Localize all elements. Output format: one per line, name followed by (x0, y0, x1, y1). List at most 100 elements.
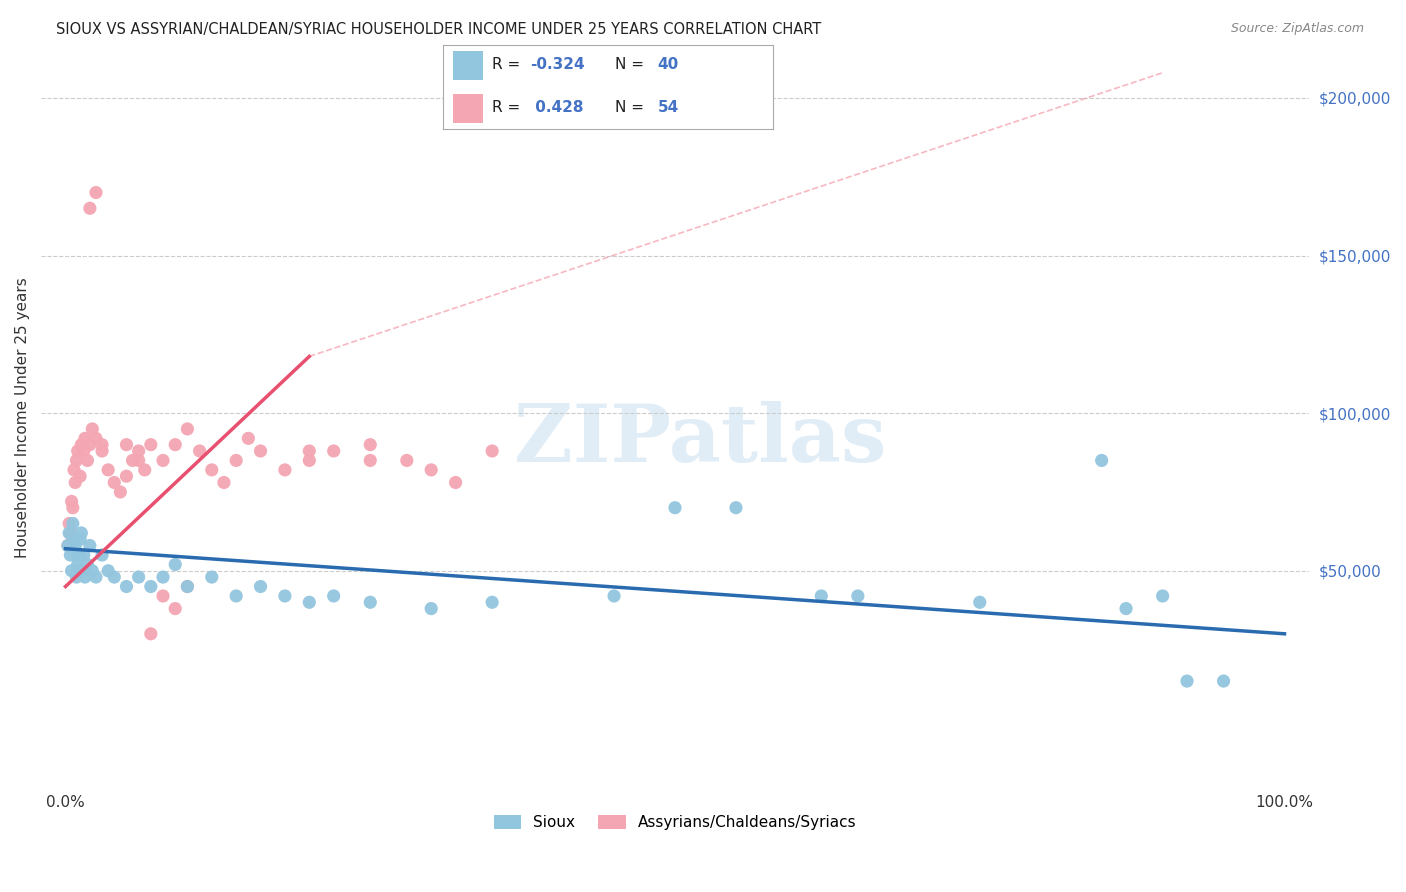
Text: ZIPatlas: ZIPatlas (515, 401, 887, 479)
Point (121, 453, 143, 467)
Point (322, 444, 344, 458)
Text: R =: R = (492, 57, 526, 72)
Point (91, 438, 114, 452)
Point (969, 595, 991, 609)
Point (165, 438, 187, 452)
Y-axis label: Householder Income Under 25 years: Householder Income Under 25 years (15, 277, 30, 558)
Point (79, 539, 101, 553)
Point (201, 570, 224, 584)
Text: N =: N = (614, 57, 648, 72)
Point (810, 589, 832, 603)
Text: 54: 54 (658, 100, 679, 115)
Point (165, 558, 187, 572)
Point (62, 500, 84, 515)
Point (65, 475, 87, 490)
Point (1091, 453, 1114, 467)
Point (79, 438, 101, 452)
Point (115, 438, 138, 452)
Point (103, 570, 125, 584)
Point (176, 580, 198, 594)
Point (165, 601, 187, 615)
Point (76, 453, 98, 467)
Point (152, 453, 174, 467)
Point (84, 570, 107, 584)
Text: 0.428: 0.428 (530, 100, 583, 115)
Point (59, 548, 82, 562)
Point (1212, 674, 1234, 689)
Point (66, 558, 89, 572)
Point (139, 580, 162, 594)
Point (238, 431, 260, 445)
Point (1175, 674, 1198, 689)
Point (63, 533, 86, 547)
Point (128, 453, 150, 467)
Point (395, 453, 418, 467)
Point (66, 444, 89, 458)
Point (59, 525, 82, 540)
Point (274, 589, 297, 603)
Point (846, 589, 869, 603)
Point (724, 500, 747, 515)
Point (62, 516, 84, 531)
Point (97, 463, 120, 477)
Point (298, 595, 321, 609)
Point (322, 589, 344, 603)
Point (73, 548, 96, 562)
Point (73, 431, 96, 445)
Point (139, 627, 162, 641)
Point (70, 438, 93, 452)
Point (1152, 589, 1174, 603)
Text: Source: ZipAtlas.com: Source: ZipAtlas.com (1230, 22, 1364, 36)
Point (128, 570, 150, 584)
Point (65, 539, 87, 553)
Point (79, 201, 101, 215)
Point (420, 601, 443, 615)
Point (69, 469, 91, 483)
Point (73, 570, 96, 584)
Point (60, 564, 83, 578)
Point (73, 444, 96, 458)
Point (298, 444, 321, 458)
Text: 40: 40 (658, 57, 679, 72)
Point (225, 453, 247, 467)
Point (359, 453, 381, 467)
Point (65, 453, 87, 467)
Point (91, 444, 114, 458)
Point (134, 463, 156, 477)
Point (420, 463, 443, 477)
Point (91, 548, 114, 562)
Text: SIOUX VS ASSYRIAN/CHALDEAN/SYRIAC HOUSEHOLDER INCOME UNDER 25 YEARS CORRELATION : SIOUX VS ASSYRIAN/CHALDEAN/SYRIAC HOUSEH… (56, 22, 821, 37)
Point (103, 475, 125, 490)
Point (139, 438, 162, 452)
Point (82, 422, 104, 436)
Point (56, 539, 79, 553)
Point (97, 564, 120, 578)
Point (70, 525, 93, 540)
Point (110, 485, 132, 500)
Point (115, 469, 138, 483)
Point (481, 444, 503, 458)
Point (84, 186, 107, 200)
Point (76, 558, 98, 572)
Point (63, 463, 86, 477)
Point (201, 463, 224, 477)
Point (67, 548, 90, 562)
Text: N =: N = (614, 100, 648, 115)
Text: R =: R = (492, 100, 526, 115)
Point (444, 475, 467, 490)
Point (176, 580, 198, 594)
Point (212, 475, 235, 490)
Point (152, 570, 174, 584)
Point (115, 580, 138, 594)
Point (188, 444, 211, 458)
Point (84, 431, 107, 445)
Point (69, 533, 91, 547)
FancyBboxPatch shape (453, 52, 482, 80)
Point (481, 595, 503, 609)
Point (249, 580, 271, 594)
Point (128, 444, 150, 458)
FancyBboxPatch shape (453, 94, 482, 122)
Point (603, 589, 626, 603)
Point (274, 463, 297, 477)
Point (60, 494, 83, 508)
